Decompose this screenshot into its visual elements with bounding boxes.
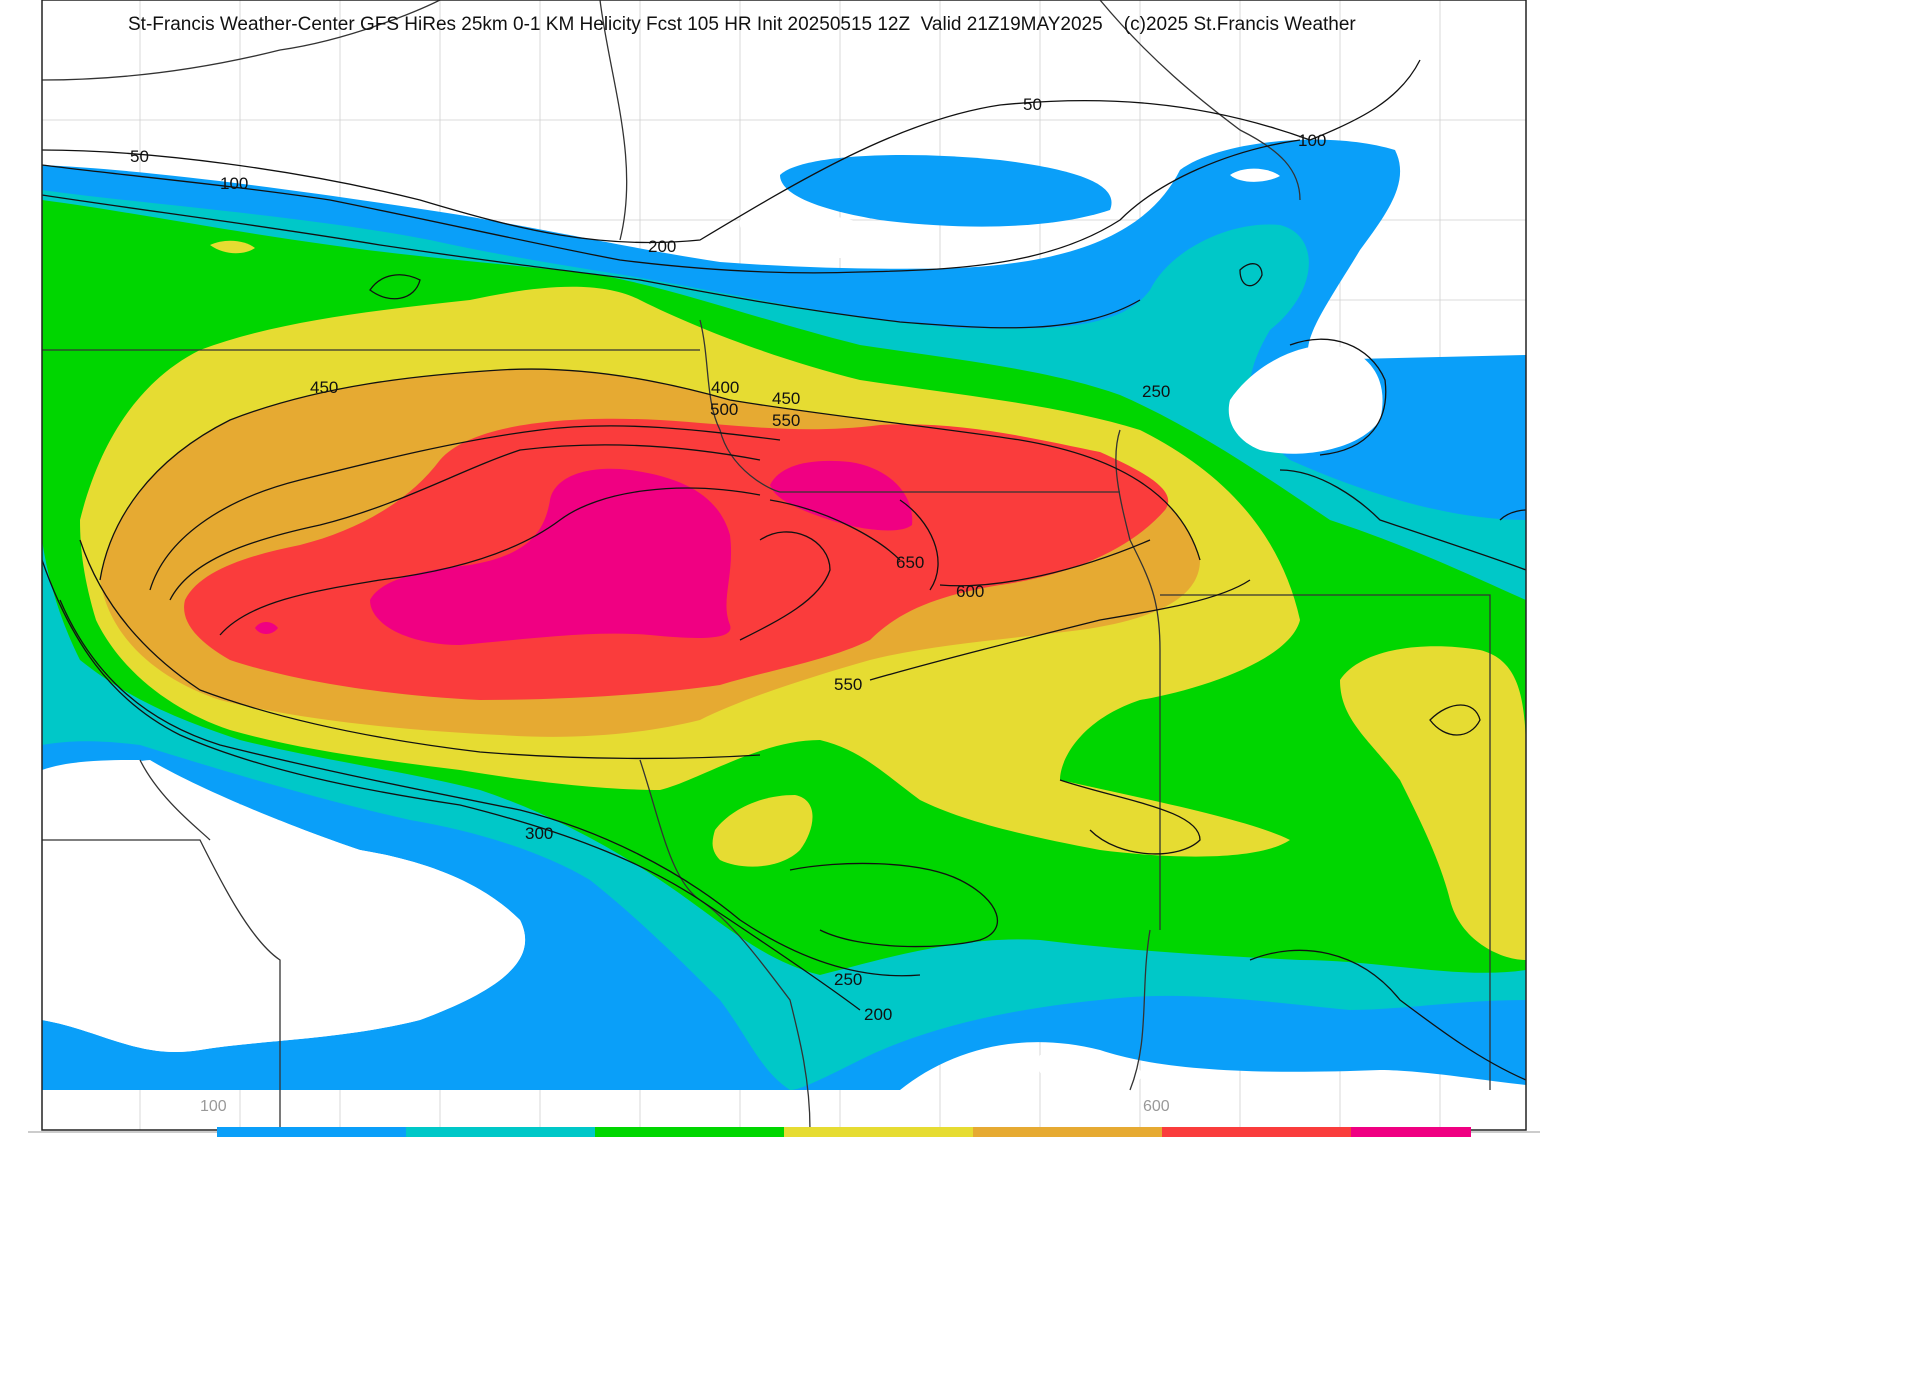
state-borders	[41, 0, 1491, 1131]
contour-label-550-south: 550	[834, 675, 862, 694]
contour-label-50: 50	[130, 147, 149, 166]
contour-label-100: 100	[220, 174, 248, 193]
colorbar-segment-5	[973, 1127, 1162, 1137]
colorbar-label-600: 600	[1143, 1098, 1170, 1115]
contour-labels: 50 100 50 100 200 450 400 450 500 550 25…	[130, 95, 1326, 1024]
contour-label-450-west: 450	[310, 378, 338, 397]
map-page: 50 100 50 100 200 450 400 450 500 550 25…	[28, 0, 1540, 1137]
contour-label-600: 600	[956, 582, 984, 601]
contour-label-200-south: 200	[864, 1005, 892, 1024]
contour-label-250-south: 250	[834, 970, 862, 989]
colorbar-segment-1	[217, 1127, 406, 1137]
helicity-contours	[41, 59, 1527, 1081]
contour-label-500: 500	[710, 400, 738, 419]
helicity-fill-650	[255, 460, 913, 645]
contour-label-450: 450	[772, 389, 800, 408]
contour-label-100-northeast: 100	[1298, 131, 1326, 150]
helicity-map: 50 100 50 100 200 450 400 450 500 550 25…	[28, 0, 1540, 1137]
colorbar-label-100: 100	[200, 1098, 227, 1115]
colorbar	[217, 1127, 1471, 1137]
contour-label-250-east: 250	[1142, 382, 1170, 401]
contour-label-550-north: 550	[772, 411, 800, 430]
contour-label-400: 400	[711, 378, 739, 397]
colorbar-segment-2	[406, 1127, 595, 1137]
contour-label-200-north: 200	[648, 237, 676, 256]
contour-label-650: 650	[896, 553, 924, 572]
low-helicity-areas	[42, 168, 1383, 1092]
contour-label-300: 300	[525, 824, 553, 843]
map-title: St-Francis Weather-Center GFS HiRes 25km…	[128, 14, 1356, 35]
colorbar-segment-6	[1162, 1127, 1351, 1137]
colorbar-segment-7	[1351, 1127, 1471, 1137]
colorbar-segment-3	[595, 1127, 784, 1137]
colorbar-segment-4	[784, 1127, 973, 1137]
contour-label-50-north: 50	[1023, 95, 1042, 114]
